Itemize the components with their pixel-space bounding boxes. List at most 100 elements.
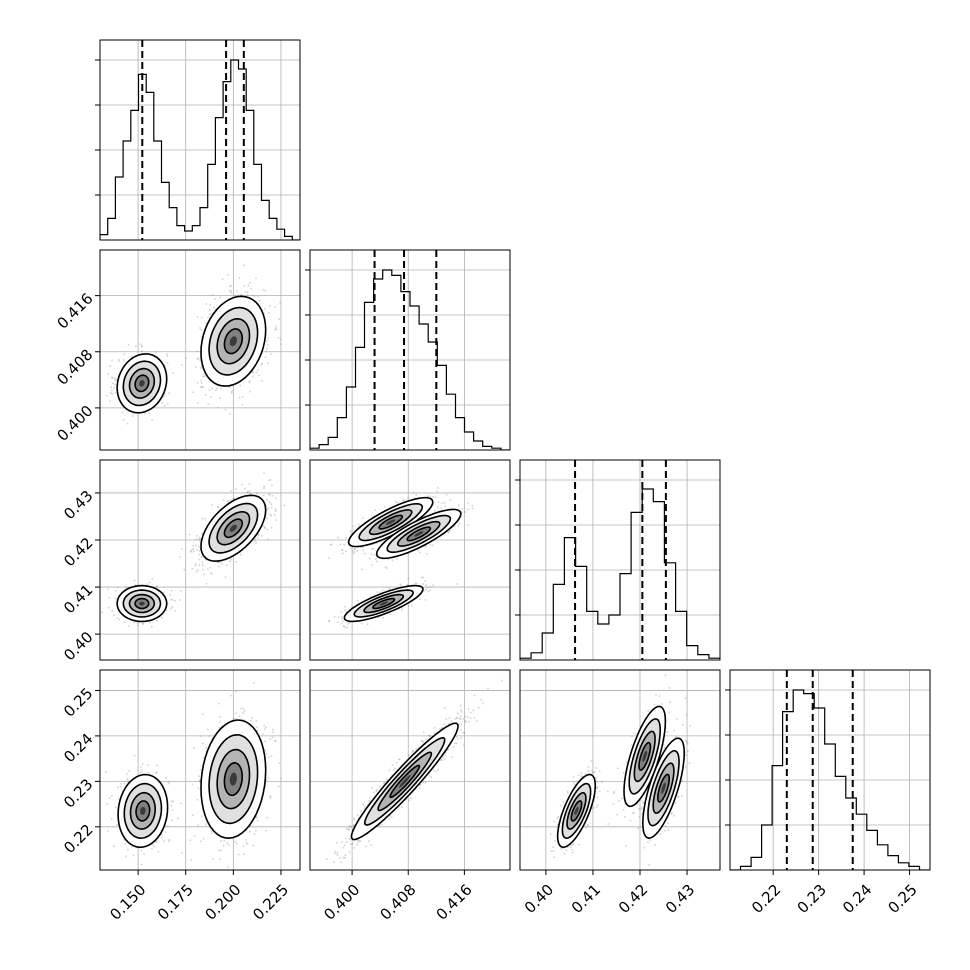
sample-point	[197, 569, 199, 571]
sample-point	[341, 615, 343, 618]
sample-point	[258, 374, 260, 377]
sample-point	[235, 561, 238, 563]
sample-point	[192, 814, 194, 816]
sample-point	[198, 546, 200, 548]
density-panel-0-2	[90, 459, 301, 661]
panel-frame	[729, 669, 931, 871]
density-contour	[386, 519, 396, 525]
sample-point	[146, 583, 148, 586]
histogram-bars	[520, 488, 720, 660]
sample-point	[264, 290, 267, 292]
sample-point	[266, 508, 268, 511]
sample-point	[415, 494, 417, 496]
sample-point	[196, 358, 199, 360]
sample-point	[243, 264, 245, 267]
sample-point	[202, 375, 204, 378]
sample-point	[204, 517, 206, 520]
sample-point	[377, 616, 379, 619]
sample-point	[151, 419, 153, 421]
sample-point	[429, 589, 431, 592]
sample-point	[458, 504, 460, 506]
sample-point	[270, 503, 273, 505]
sample-point	[181, 364, 183, 366]
sample-point	[90, 611, 92, 613]
sample-point	[467, 524, 469, 526]
sample-point	[135, 345, 137, 347]
sample-point	[456, 583, 458, 585]
sample-point	[342, 620, 344, 623]
sample-point	[384, 566, 387, 568]
sample-point	[126, 422, 129, 425]
sample-point	[239, 384, 241, 387]
sample-point	[170, 589, 173, 592]
sample-point	[437, 501, 440, 503]
sample-point	[230, 290, 232, 292]
sample-point	[221, 278, 224, 281]
sample-point	[374, 558, 377, 560]
sample-point	[278, 762, 281, 764]
sample-point	[232, 497, 235, 500]
sample-point	[266, 348, 268, 350]
sample-point	[347, 623, 349, 625]
sample-point	[424, 546, 427, 548]
sample-point	[114, 806, 117, 809]
sample-point	[422, 583, 424, 585]
sample-point	[424, 599, 427, 601]
sample-point	[248, 380, 251, 382]
sample-point	[125, 586, 128, 588]
sample-point	[388, 587, 391, 590]
sample-point	[257, 295, 259, 298]
histogram-panel-1	[305, 249, 511, 451]
sample-point	[170, 598, 172, 601]
sample-point	[345, 536, 347, 539]
panel-frame	[99, 39, 301, 241]
sample-point	[205, 322, 207, 324]
sample-point	[127, 344, 130, 346]
sample-point	[174, 599, 176, 602]
sample-point	[374, 553, 376, 556]
sample-point	[217, 406, 219, 409]
sample-point	[171, 819, 173, 822]
sample-point	[246, 290, 249, 293]
sample-point	[422, 590, 425, 592]
sample-point	[166, 362, 169, 364]
sample-point	[177, 817, 179, 820]
sample-point	[109, 400, 111, 403]
sample-point	[211, 387, 213, 390]
sample-point	[165, 777, 167, 779]
sample-point	[220, 840, 222, 842]
sample-point	[127, 780, 130, 782]
sample-point	[193, 550, 195, 553]
sample-point	[191, 567, 194, 570]
sample-point	[131, 415, 134, 417]
sample-point	[250, 287, 252, 290]
sample-point	[201, 381, 203, 384]
sample-point	[249, 492, 252, 495]
sample-point	[396, 502, 398, 504]
sample-point	[204, 558, 207, 561]
sample-point	[235, 488, 237, 490]
sample-point	[201, 532, 204, 535]
sample-point	[162, 395, 165, 398]
sample-point	[199, 359, 201, 362]
sample-point	[152, 843, 154, 846]
sample-point	[467, 508, 469, 511]
sample-point	[217, 506, 220, 508]
sample-point	[266, 498, 268, 501]
sample-point	[170, 805, 173, 807]
sample-point	[127, 625, 130, 627]
sample-point	[444, 505, 446, 508]
sample-point	[376, 560, 378, 563]
sample-point	[197, 402, 199, 404]
sample-point	[133, 579, 136, 582]
sample-point	[261, 535, 263, 537]
sample-point	[274, 508, 277, 511]
sample-point	[148, 581, 151, 584]
sample-point	[211, 312, 214, 315]
sample-point	[126, 848, 129, 851]
sample-point	[328, 557, 330, 559]
sample-point	[153, 845, 155, 848]
sample-point	[105, 771, 107, 773]
sample-point	[348, 622, 351, 624]
sample-point	[275, 519, 278, 521]
